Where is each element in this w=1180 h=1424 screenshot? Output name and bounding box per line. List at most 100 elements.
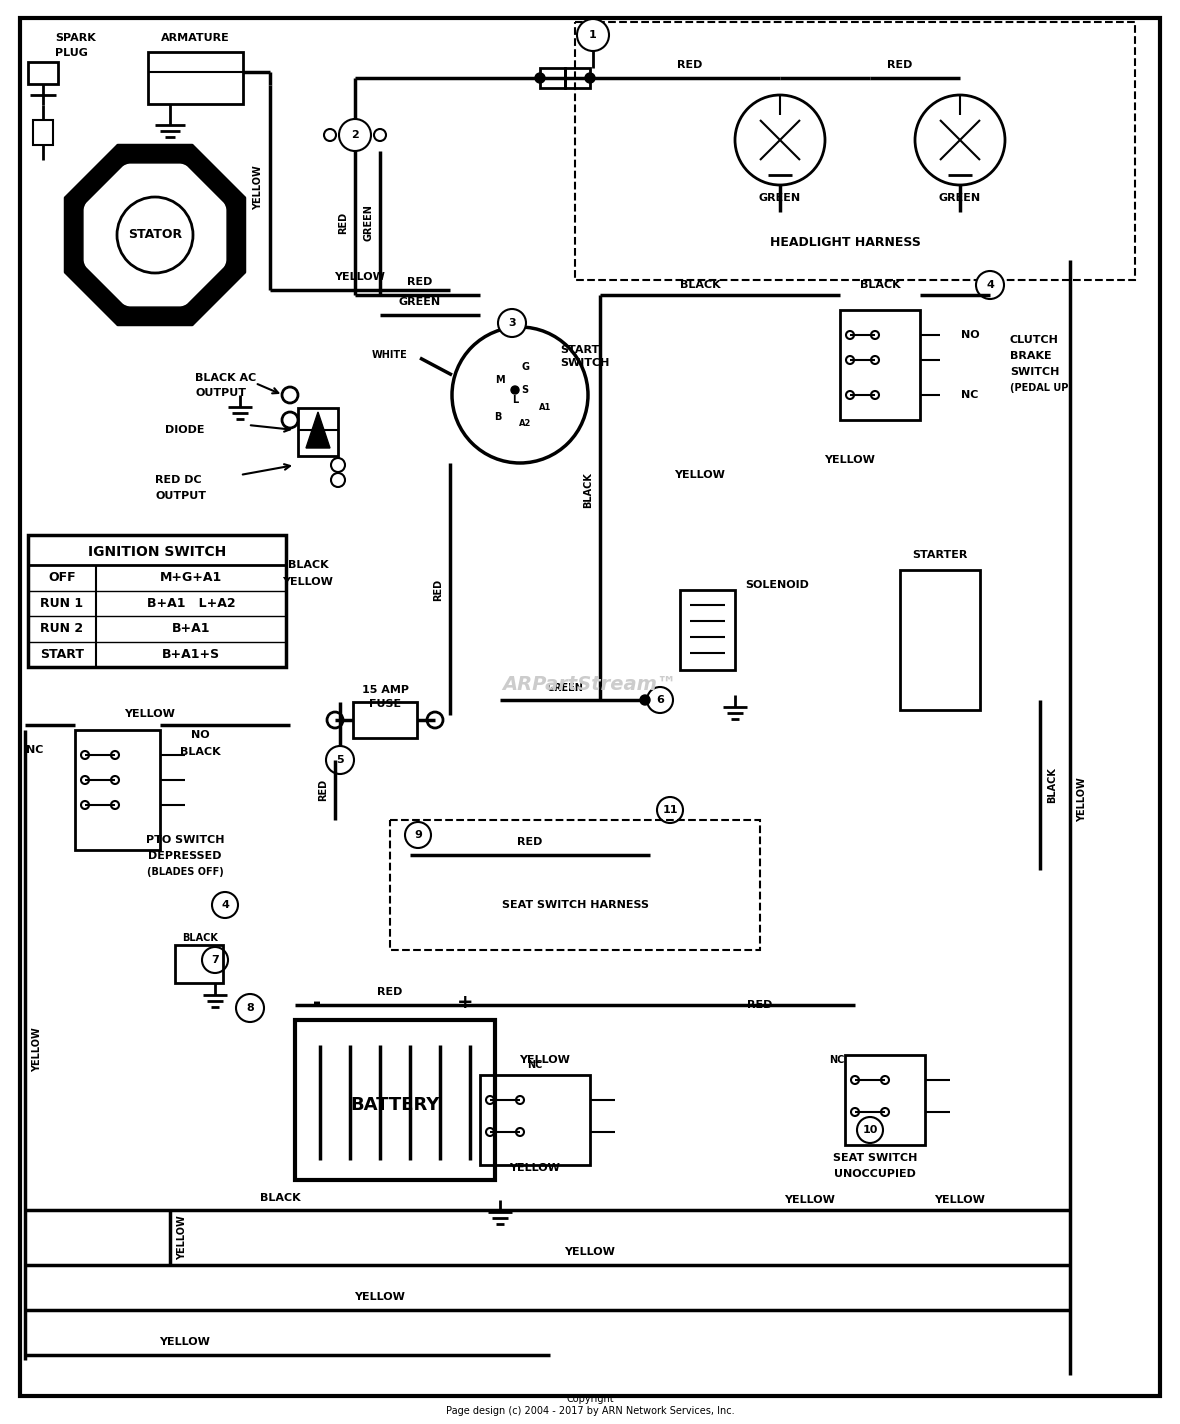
Bar <box>148 53 243 104</box>
Text: GREEN: GREEN <box>759 194 801 204</box>
Text: START: START <box>40 648 84 661</box>
Text: OUTPUT: OUTPUT <box>155 491 206 501</box>
Text: 3: 3 <box>509 318 516 328</box>
Text: RED: RED <box>517 837 543 847</box>
Text: NO: NO <box>961 330 979 340</box>
Text: M: M <box>496 375 505 384</box>
Text: PLUG: PLUG <box>55 48 87 58</box>
Circle shape <box>81 750 88 759</box>
Circle shape <box>516 1128 524 1136</box>
Text: B+A1   L+A2: B+A1 L+A2 <box>146 597 235 609</box>
Text: RED: RED <box>887 60 912 70</box>
Text: 4: 4 <box>986 281 994 290</box>
Text: RED: RED <box>677 60 702 70</box>
Text: RED: RED <box>378 987 402 997</box>
Text: NO: NO <box>191 731 209 740</box>
Text: 9: 9 <box>414 830 422 840</box>
Text: YELLOW: YELLOW <box>1077 778 1087 823</box>
Text: SWITCH: SWITCH <box>1010 367 1060 377</box>
Text: STARTER: STARTER <box>912 550 968 560</box>
Polygon shape <box>118 308 192 326</box>
Circle shape <box>851 1077 859 1084</box>
Text: YELLOW: YELLOW <box>935 1195 985 1205</box>
Text: YELLOW: YELLOW <box>159 1337 210 1347</box>
Circle shape <box>452 328 588 463</box>
Circle shape <box>117 197 194 273</box>
Text: BLACK: BLACK <box>583 473 594 508</box>
Text: GREEN: GREEN <box>546 684 583 693</box>
Circle shape <box>871 392 879 399</box>
Circle shape <box>486 1096 494 1104</box>
Text: B: B <box>494 412 501 422</box>
Circle shape <box>871 356 879 365</box>
Circle shape <box>374 130 386 141</box>
Text: YELLOW: YELLOW <box>825 456 876 466</box>
Bar <box>900 570 981 711</box>
Bar <box>353 702 417 738</box>
Text: SOLENOID: SOLENOID <box>745 580 808 590</box>
Polygon shape <box>65 265 125 326</box>
Circle shape <box>857 1116 883 1143</box>
Circle shape <box>657 797 683 823</box>
Circle shape <box>511 386 519 394</box>
Circle shape <box>111 750 119 759</box>
Bar <box>76 731 160 850</box>
Text: NC: NC <box>527 1059 543 1069</box>
Circle shape <box>324 130 336 141</box>
Circle shape <box>111 800 119 809</box>
Circle shape <box>516 1096 524 1104</box>
Circle shape <box>332 473 345 487</box>
Bar <box>565 68 590 88</box>
Text: YELLOW: YELLOW <box>335 272 386 282</box>
Text: BLACK: BLACK <box>179 748 221 758</box>
Bar <box>840 310 920 420</box>
Text: YELLOW: YELLOW <box>510 1163 560 1173</box>
Text: S: S <box>522 384 529 394</box>
Text: BLACK: BLACK <box>860 281 900 290</box>
Circle shape <box>881 1077 889 1084</box>
Text: BLACK: BLACK <box>680 281 720 290</box>
Text: SEAT SWITCH HARNESS: SEAT SWITCH HARNESS <box>502 900 649 910</box>
Circle shape <box>81 800 88 809</box>
Circle shape <box>486 1128 494 1136</box>
Bar <box>28 63 58 84</box>
Text: GREEN: GREEN <box>939 194 981 204</box>
Circle shape <box>851 1108 859 1116</box>
Circle shape <box>324 130 336 141</box>
Text: B+A1+S: B+A1+S <box>162 648 219 661</box>
Text: BLACK: BLACK <box>260 1193 301 1203</box>
Polygon shape <box>185 265 245 326</box>
Text: STATOR: STATOR <box>127 228 182 242</box>
Polygon shape <box>306 412 330 449</box>
Bar <box>540 68 565 88</box>
Text: RED: RED <box>337 212 348 234</box>
Text: 4: 4 <box>221 900 229 910</box>
Circle shape <box>585 73 595 83</box>
Bar <box>295 1020 494 1180</box>
Text: YELLOW: YELLOW <box>253 165 263 211</box>
Text: UNOCCUPIED: UNOCCUPIED <box>834 1169 916 1179</box>
Circle shape <box>640 695 650 705</box>
Text: BRAKE: BRAKE <box>1010 350 1051 362</box>
Bar <box>28 535 286 666</box>
Circle shape <box>914 95 1005 185</box>
Text: YELLOW: YELLOW <box>785 1195 835 1205</box>
Circle shape <box>374 130 386 141</box>
Text: ARPartStream™: ARPartStream™ <box>503 675 677 695</box>
Text: SEAT SWITCH: SEAT SWITCH <box>833 1153 917 1163</box>
Circle shape <box>236 994 264 1022</box>
Circle shape <box>535 73 545 83</box>
Text: RED DC: RED DC <box>155 476 202 486</box>
Circle shape <box>881 1108 889 1116</box>
Circle shape <box>327 712 343 728</box>
Text: BLACK: BLACK <box>182 933 218 943</box>
Text: FUSE: FUSE <box>369 699 401 709</box>
Polygon shape <box>65 144 125 205</box>
Text: BLACK: BLACK <box>288 560 328 570</box>
Text: OUTPUT: OUTPUT <box>195 387 245 397</box>
Text: YELLOW: YELLOW <box>354 1292 406 1302</box>
Text: -: - <box>313 993 321 1011</box>
Circle shape <box>332 459 345 471</box>
Polygon shape <box>65 198 83 272</box>
Circle shape <box>202 947 228 973</box>
